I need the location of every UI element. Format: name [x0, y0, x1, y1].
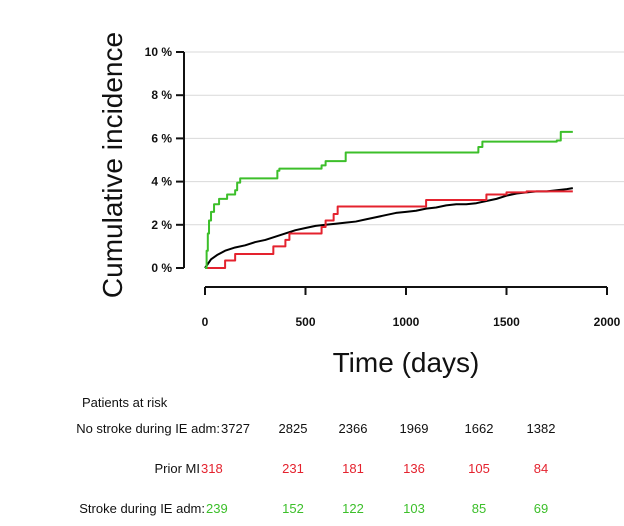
x-tick-label: 0	[202, 315, 209, 329]
series-line-3	[205, 130, 573, 269]
y-tick-label: 0 %	[151, 261, 172, 275]
risk-row-label: No stroke during IE adm:	[76, 421, 220, 436]
risk-value: 2366	[338, 421, 368, 436]
x-tick-label: 1500	[493, 315, 520, 329]
x-axis-label: Time (days)	[333, 347, 480, 378]
risk-row-label: Stroke during IE adm:	[79, 501, 205, 516]
risk-value-baseline: 318	[201, 461, 223, 476]
risk-table-title: Patients at risk	[82, 395, 168, 410]
x-tick-label: 500	[295, 315, 315, 329]
risk-value: 122	[342, 501, 364, 516]
risk-value: 105	[468, 461, 490, 476]
risk-value: 85	[471, 501, 487, 516]
risk-value: 1662	[464, 421, 494, 436]
cumulative-incidence-chart: 0 % 2 % 4 % 6 % 8 % 10 % 0 500 1000 1500 2000 Cum…	[97, 32, 624, 378]
risk-row-label: Prior MI	[154, 461, 201, 476]
risk-value: 231	[282, 461, 304, 476]
risk-row: Stroke during IE adm: 239 152 122 103 85 69	[0, 501, 624, 519]
y-ticks: 0 % 2 % 4 % 6 % 8 % 10 %	[145, 45, 184, 275]
risk-value: 136	[403, 461, 425, 476]
risk-value: 69	[533, 501, 549, 516]
y-axis-label: Cumulative incidence	[97, 32, 128, 298]
risk-value: 181	[342, 461, 364, 476]
x-tick-label: 1000	[393, 315, 420, 329]
y-tick-label: 6 %	[151, 131, 172, 145]
risk-value: 1969	[399, 421, 429, 436]
risk-value: 2825	[278, 421, 308, 436]
x-ticks: 0 500 1000 1500 2000	[202, 287, 621, 329]
series-line-1	[204, 187, 574, 269]
y-tick-label: 10 %	[145, 45, 173, 59]
series-line-2	[205, 190, 573, 269]
series-group	[204, 130, 574, 269]
risk-value: 103	[403, 501, 425, 516]
risk-row: No stroke during IE adm: 3727 2825 2366 1969…	[0, 421, 624, 439]
risk-row: Prior MI 318 231 181 136 105 84	[0, 461, 624, 479]
risk-value: 1382	[526, 421, 556, 436]
risk-value: 84	[533, 461, 549, 476]
x-tick-label: 2000	[594, 315, 621, 329]
risk-value-baseline: 239	[206, 501, 228, 516]
y-tick-label: 8 %	[151, 88, 172, 102]
grid-lines	[184, 51, 624, 226]
y-tick-label: 4 %	[151, 175, 172, 189]
risk-value: 152	[282, 501, 304, 516]
risk-value-baseline: 3727	[221, 421, 250, 436]
y-tick-label: 2 %	[151, 218, 172, 232]
